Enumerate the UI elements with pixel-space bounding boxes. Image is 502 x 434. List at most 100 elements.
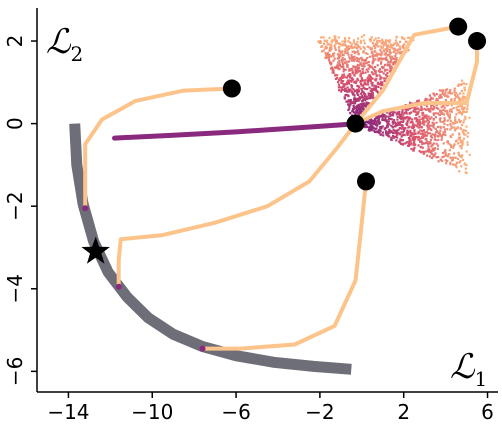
cloud-point [438, 96, 441, 99]
cloud-point [393, 58, 396, 61]
cloud-point [449, 120, 452, 123]
cloud-point [370, 47, 373, 50]
cloud-point [370, 66, 373, 69]
cloud-point [429, 110, 432, 113]
cloud-point [341, 59, 344, 62]
cloud-point [458, 108, 461, 111]
cloud-point [414, 124, 417, 127]
cloud-point [420, 126, 423, 129]
cloud-point [361, 94, 364, 97]
cloud-point [397, 48, 400, 51]
cloud-point [352, 107, 356, 110]
cloud-point [388, 61, 391, 64]
cloud-point [425, 134, 428, 137]
cloud-point [347, 60, 351, 63]
front-layer [69, 123, 352, 375]
cloud-point [374, 66, 377, 69]
cloud-point [377, 91, 380, 94]
cloud-point [344, 89, 347, 93]
cloud-point [398, 45, 401, 48]
end-point [199, 345, 206, 352]
cloud-point [369, 97, 372, 100]
cloud-point [399, 133, 402, 136]
cloud-point [379, 130, 382, 133]
cloud-point [457, 95, 460, 98]
cloud-point [364, 52, 367, 55]
cloud-point [370, 125, 373, 128]
cloud-point [390, 59, 393, 62]
cloud-point [342, 65, 345, 68]
cloud-point [457, 142, 460, 145]
cloud-point [390, 130, 393, 133]
cloud-point [329, 43, 332, 46]
cloud-point [353, 98, 356, 101]
cloud-point [448, 113, 451, 116]
cloud-point [406, 132, 409, 135]
cloud-point [388, 39, 391, 43]
cloud-point [401, 116, 404, 119]
cloud-point [428, 126, 431, 129]
cloud-point [362, 46, 365, 49]
cloud-point [425, 141, 428, 145]
cloud-point [443, 130, 447, 133]
cloud-point [405, 141, 408, 144]
cloud-point [442, 108, 445, 112]
cloud-point [362, 102, 365, 106]
cloud-point [373, 129, 376, 132]
cloud-point [343, 50, 346, 53]
cloud-point [432, 123, 435, 126]
cloud-point [436, 147, 439, 150]
cloud-point [454, 116, 457, 119]
cloud-point [388, 41, 391, 44]
cloud-point [364, 105, 367, 108]
cloud-point [383, 79, 386, 82]
cloud-point [464, 133, 467, 136]
cloud-point [352, 39, 355, 42]
cloud-point [333, 35, 336, 38]
cloud-point [409, 140, 412, 143]
cloud-point [439, 117, 442, 120]
cloud-point [364, 93, 367, 96]
cloud-point [350, 100, 353, 104]
cloud-point [419, 123, 422, 126]
cloud-point [362, 51, 365, 54]
cloud-point [446, 140, 449, 144]
cloud-point [462, 137, 465, 140]
cloud-point [386, 48, 389, 51]
cloud-point [349, 57, 352, 60]
cloud-point [413, 146, 416, 149]
cloud-point [347, 82, 350, 85]
cloud-point [330, 48, 333, 51]
cloud-point [328, 49, 331, 52]
cloud-point [452, 156, 455, 159]
cloud-point [333, 44, 336, 47]
cloud-point [337, 81, 340, 84]
cloud-point [386, 75, 389, 78]
cloud-point [334, 74, 337, 77]
cloud-point [387, 134, 390, 137]
cloud-point [355, 111, 358, 114]
cloud-point [374, 58, 377, 61]
cloud-point [343, 85, 346, 88]
cloud-point [338, 54, 341, 57]
cloud-point [405, 123, 408, 126]
cloud-point [341, 74, 344, 77]
cloud-point [389, 138, 393, 141]
cloud-point [364, 124, 367, 127]
cloud-point [351, 46, 354, 49]
cloud-point [415, 113, 418, 116]
cloud-point [368, 122, 371, 125]
cloud-point [429, 107, 432, 110]
cloud-point [364, 83, 367, 86]
cloud-point [448, 153, 451, 156]
cloud-point [326, 39, 329, 42]
start-point-marker [449, 17, 468, 36]
cloud-point [396, 44, 399, 47]
trajectory-line [200, 179, 368, 351]
cloud-point [320, 36, 323, 39]
cloud-point [438, 113, 441, 116]
cloud-point [367, 67, 370, 70]
cloud-point [351, 79, 354, 82]
cloud-point [431, 104, 434, 107]
cloud-point [391, 112, 395, 115]
